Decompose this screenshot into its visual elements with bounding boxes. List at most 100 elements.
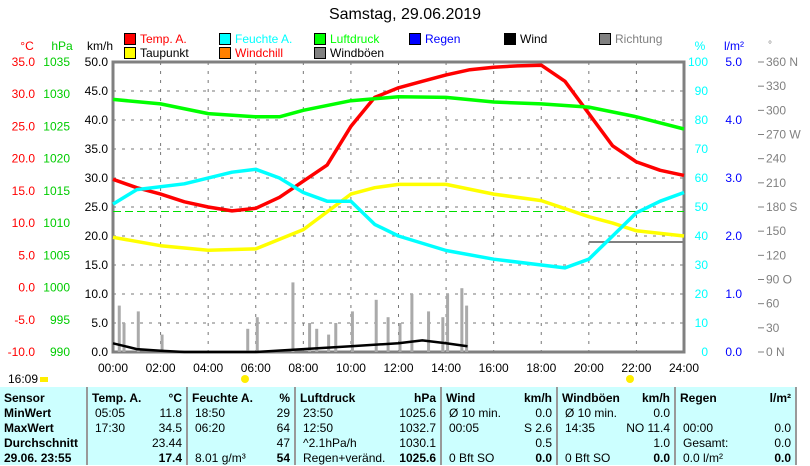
axis-unit-wind: km/h — [87, 39, 113, 53]
legend-label: Richtung — [615, 32, 663, 46]
tick-label: 35.0 — [12, 55, 36, 69]
table-row: 00:00 0.0 — [680, 421, 791, 436]
cell-value: km/h — [523, 391, 552, 405]
legend-item: Richtung — [599, 32, 662, 46]
legend-label: Windchill — [235, 46, 284, 60]
table-row: Durchschnitt — [4, 436, 82, 451]
cell-value: 34.5 — [158, 421, 182, 435]
cell-value: 54 — [276, 451, 290, 465]
table-column: Sensor MinWert MaxWert Durchschnitt 29.06. 2… — [0, 387, 88, 465]
tick-label: 0 — [701, 345, 708, 359]
cell-label: 0 Bft SO — [565, 451, 611, 465]
x-tick-label: 00:00 — [98, 361, 128, 375]
tick-label: 10 — [695, 316, 709, 330]
legend-item: Windböen — [314, 46, 384, 60]
table-header: Temp. A. °C — [92, 391, 182, 406]
x-tick-label: 08:00 — [288, 361, 318, 375]
tick-label: 1000 — [43, 281, 70, 295]
cell-label: 06:20 — [195, 421, 226, 435]
sun-marker — [40, 377, 48, 382]
tick-label: 300 — [766, 103, 786, 117]
tick-label: 20.0 — [85, 229, 109, 243]
x-tick-label: 12:00 — [383, 361, 413, 375]
cell-value: 0.0 — [774, 421, 791, 435]
table-row: 05:05 11.8 — [92, 406, 182, 421]
tick-label: 30 — [766, 321, 780, 335]
cell-label: Ø 10 min. — [449, 406, 502, 420]
table-row — [680, 406, 791, 421]
gust-bar — [446, 294, 450, 352]
cell-label: 17:30 — [95, 421, 126, 435]
tick-label: 990 — [50, 345, 70, 359]
current-time-label: 16:09 — [8, 372, 38, 386]
chart-canvas: °C 35.0 30.0 25.0 20.0 15.0 10.0 5.0 0.0 -5.0 -10.… — [8, 39, 802, 386]
tick-label: 50.0 — [85, 55, 109, 69]
cell-label: 00:00 — [683, 421, 714, 435]
table-column: Regen l/m² 00:00 0.0 Gesamt: 0.0 0.0 l/m² 0.0 — [676, 387, 797, 465]
gust-bar — [136, 311, 140, 352]
table-header: Feuchte A.% — [192, 391, 290, 406]
tick-label: 80 — [695, 113, 709, 127]
legend-label: Feuchte A. — [235, 32, 293, 46]
cell-value: l/m² — [769, 391, 791, 405]
cell-label: 00:05 — [449, 421, 480, 435]
table-row: 17:30 34.5 — [92, 421, 182, 436]
gust-bar — [246, 328, 250, 352]
sunrise-icon — [241, 375, 249, 383]
tick-label: 15.0 — [85, 258, 109, 272]
legend-swatch — [599, 33, 611, 45]
gust-bar — [374, 299, 378, 352]
x-tick-label: 16:00 — [479, 361, 509, 375]
legend-label: Windböen — [330, 46, 385, 60]
cell-label: Regen — [680, 391, 717, 405]
cell-label: MinWert — [4, 406, 52, 420]
x-tick-label: 06:00 — [241, 361, 271, 375]
legend-label: Taupunkt — [140, 46, 189, 60]
cell-label: ^2.1hPa/h — [303, 436, 357, 450]
tick-label: 1030 — [43, 87, 70, 101]
cell-value: 0.5 — [535, 436, 552, 450]
cell-value: 29 — [276, 406, 290, 420]
cell-label: MaxWert — [4, 421, 54, 435]
tick-label: -5.0 — [14, 313, 35, 327]
cell-value: S 2.6 — [523, 421, 552, 435]
tick-label: 30.0 — [85, 171, 109, 185]
tick-label: 2.0 — [725, 229, 742, 243]
cell-value: 0.0 — [535, 451, 552, 465]
gust-bar — [398, 323, 402, 352]
tick-label: 90 — [695, 84, 709, 98]
series-luftdruck — [112, 95, 685, 131]
cell-value: 0.0 — [653, 406, 670, 420]
chart-title: Samstag, 29.06.2019 — [328, 6, 482, 23]
cell-value: 23.44 — [151, 436, 182, 450]
series-feuchtea — [112, 167, 685, 270]
table-column: Temp. A. °C 05:05 11.8 17:30 34.5 23.44 17.4 — [88, 387, 188, 465]
tick-label: 1005 — [43, 248, 70, 262]
tick-label: 25.0 — [12, 119, 36, 133]
series-tempa — [112, 63, 685, 213]
cell-value: NO 11.4 — [626, 421, 670, 435]
table-header: Wind km/h — [446, 391, 552, 406]
tick-label: 20 — [695, 287, 709, 301]
tick-label: 10.0 — [85, 287, 109, 301]
table-column: Wind km/h Ø 10 min. 0.0 00:05 S 2.6 0.5 0 Bft S… — [442, 387, 558, 465]
tick-label: 70 — [695, 142, 709, 156]
legend-item: Luftdruck — [314, 32, 379, 46]
legend-label: Temp. A. — [140, 32, 187, 46]
legend-swatch — [314, 47, 326, 59]
x-tick-label: 24:00 — [669, 361, 699, 375]
tick-label: -10.0 — [8, 345, 36, 359]
table-row: 14:35 NO 11.4 — [562, 421, 670, 436]
gust-bar — [291, 282, 295, 352]
cell-value: % — [279, 391, 290, 405]
tick-label: 360 N — [766, 55, 798, 69]
tick-label: 4.0 — [725, 113, 742, 127]
cell-value: 0.0 — [653, 451, 670, 465]
x-tick-label: 18:00 — [526, 361, 556, 375]
cell-label: 23:50 — [303, 406, 334, 420]
cell-value: hPa — [413, 391, 436, 405]
sunset-icon — [626, 375, 634, 383]
tick-label: 1015 — [43, 184, 70, 198]
table-row: Regen+veränd. 1025.6 — [300, 451, 436, 466]
table-row: Gesamt: 0.0 — [680, 436, 791, 451]
